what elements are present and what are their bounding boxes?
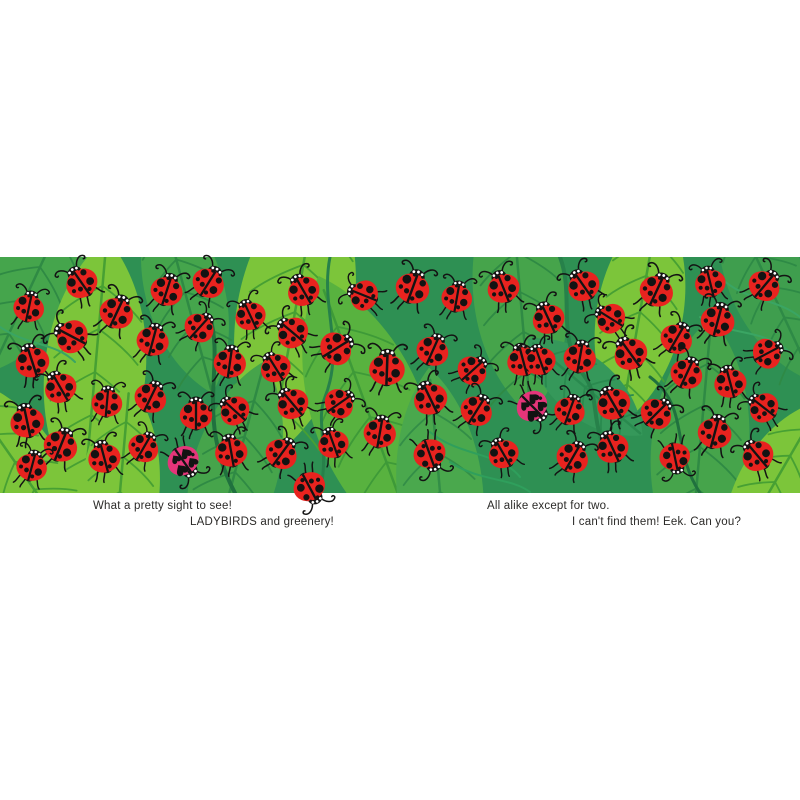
- ladybird: [561, 332, 602, 382]
- ladybird: [707, 356, 750, 409]
- ladybird: [585, 374, 638, 431]
- ladybird: [90, 379, 127, 426]
- caption-right-line2: I can't find them! Eek. Can you?: [572, 516, 742, 528]
- ladybird: [602, 324, 656, 382]
- ladybird: [730, 427, 782, 482]
- ladybird: [12, 441, 54, 490]
- ladybird: [409, 429, 454, 482]
- ladybird: [584, 293, 635, 342]
- ladybird: [42, 309, 99, 361]
- ladybird: [403, 369, 454, 426]
- ladybird: [587, 420, 635, 474]
- ladybird: [523, 291, 571, 345]
- ladybird: [314, 377, 366, 426]
- ladybird: [664, 346, 712, 399]
- ladybird: [10, 283, 50, 331]
- caption-left-line1: What a pretty sight to see!: [93, 500, 232, 512]
- ladybird: [367, 342, 408, 396]
- ladybird: [337, 271, 388, 317]
- ladybird: [478, 427, 526, 479]
- ladybird: [177, 391, 215, 440]
- ladybird: [657, 433, 696, 482]
- ladybird: [632, 261, 684, 318]
- ladybird: [37, 417, 87, 473]
- ladybird: [92, 283, 144, 340]
- ladybird: [742, 328, 794, 375]
- ladybird: [7, 333, 54, 389]
- ladybird: [277, 262, 327, 317]
- ladybird: [630, 385, 685, 439]
- ladybird: [548, 429, 599, 484]
- ladybird: [132, 314, 176, 366]
- ladybird: [209, 426, 249, 478]
- ladybird: [265, 375, 317, 430]
- ladybird: [175, 301, 226, 352]
- ladybird: [652, 310, 703, 365]
- ladybird: [693, 405, 739, 459]
- ladybird: [447, 344, 499, 394]
- ladybird: [121, 421, 169, 472]
- ladybird: [211, 337, 251, 387]
- ladybird: [145, 264, 191, 316]
- ladybird: [390, 259, 439, 314]
- caption-right-line1: All alike except for two.: [487, 500, 610, 512]
- ladybird: [264, 305, 318, 358]
- ladybird: [208, 384, 259, 435]
- ladybird: [452, 382, 504, 437]
- ladybird: [517, 335, 560, 385]
- ladybird: [688, 257, 729, 307]
- ladybird: [736, 381, 788, 432]
- stem-vine: [449, 461, 531, 493]
- caption-left-line2: LADYBIRDS and greenery!: [190, 516, 334, 528]
- ladybird: [184, 254, 236, 309]
- ladybird: [439, 273, 478, 321]
- ladybird: [127, 370, 177, 423]
- ladybird: [3, 394, 47, 449]
- ladybird: [250, 341, 298, 393]
- ladybird: [739, 257, 792, 311]
- odd-ladybird-heart-spots: [507, 380, 561, 435]
- ladybird: [81, 431, 124, 484]
- ladybird: [361, 407, 402, 457]
- ladybird: [549, 385, 593, 435]
- ladybird: [696, 293, 742, 347]
- ladybird: [256, 425, 309, 480]
- odd-ladybird-heart-spots: [159, 435, 211, 490]
- stem-vine: [648, 375, 702, 493]
- ladybird: [310, 418, 353, 468]
- illustration-band: [0, 254, 800, 515]
- ladybird: [226, 289, 271, 341]
- stem-vine: [0, 326, 76, 363]
- ladybird: [308, 320, 366, 373]
- ladybird: [34, 359, 84, 414]
- ladybird: [478, 260, 525, 314]
- stem-vine: [558, 257, 612, 459]
- ladybird: [54, 254, 106, 309]
- ladybird: [287, 461, 336, 515]
- ladybird: [556, 257, 608, 312]
- stem-vine: [429, 431, 521, 478]
